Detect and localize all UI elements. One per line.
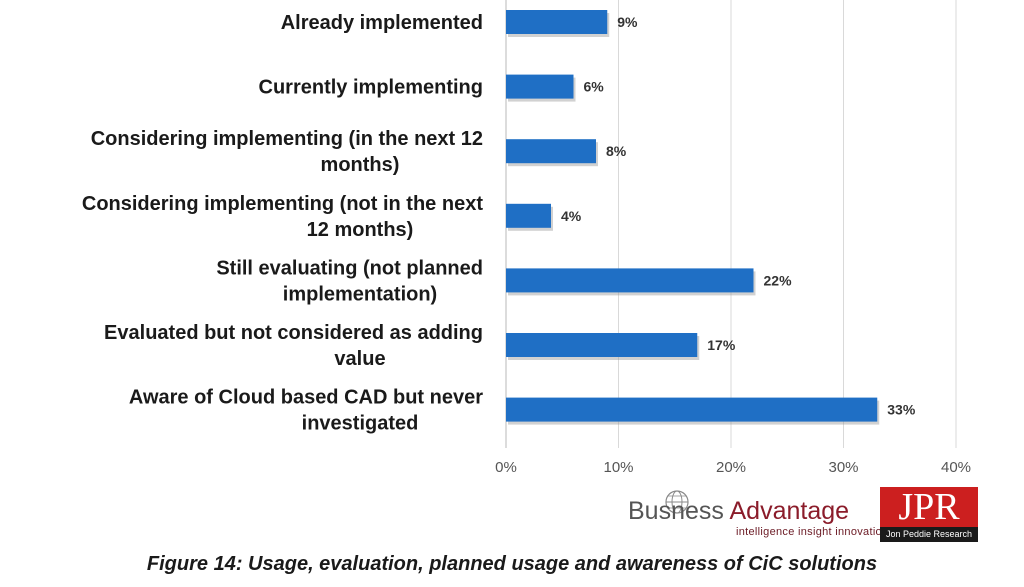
logo-ness: ness	[671, 497, 724, 525]
category-label: Considering implementing (not in the nex…	[82, 193, 483, 215]
jpr-subtitle: Jon Peddie Research	[880, 527, 978, 542]
bar	[506, 333, 698, 357]
jpr-logo: JPR Jon Peddie Research	[880, 487, 978, 542]
category-label: Currently implementing	[259, 77, 483, 99]
x-tick-label: 10%	[603, 459, 633, 476]
x-axis-ticks: 0% 10% 20% 30% 40%	[495, 459, 971, 476]
bar-chart: Already implemented Currently implementin…	[82, 0, 971, 476]
globe-icon	[665, 490, 689, 514]
category-label: value	[334, 348, 385, 370]
bar-value-label: 6%	[584, 79, 605, 95]
category-label: 12 months)	[307, 219, 414, 241]
category-label: Still evaluating (not planned	[216, 257, 483, 279]
business-advantage-logo: Busness Advantage intelligence insight i…	[628, 487, 978, 542]
bar	[506, 74, 574, 99]
category-label: investigated	[302, 413, 419, 435]
figure-caption: Figure 14: Usage, evaluation, planned us…	[146, 553, 878, 575]
bar-value-label: 4%	[561, 208, 582, 224]
category-label: months)	[321, 154, 400, 176]
category-label: Aware of Cloud based CAD but never	[129, 387, 483, 409]
gridlines	[505, 0, 957, 448]
bar	[506, 397, 878, 422]
bar	[506, 10, 608, 34]
bar-value-label: 17%	[707, 337, 736, 353]
bar	[506, 139, 596, 164]
bar	[506, 268, 754, 293]
category-label: Already implemented	[281, 12, 483, 34]
category-label: Considering implementing (in the next 12	[91, 128, 483, 150]
logo-business: Bus	[628, 497, 672, 525]
bar-value-label: 8%	[606, 143, 627, 159]
business-advantage-wordmark: Busness Advantage	[628, 497, 849, 526]
x-tick-label: 20%	[716, 459, 746, 476]
bar-value-label: 9%	[617, 14, 638, 30]
x-tick-label: 30%	[828, 459, 858, 476]
x-tick-label: 40%	[941, 459, 971, 476]
bars	[506, 10, 880, 425]
bar-value-label: 33%	[887, 402, 916, 418]
bar-value-label: 22%	[764, 272, 793, 288]
bar	[506, 203, 551, 228]
logo-tagline: intelligence insight innovation	[736, 526, 889, 538]
jpr-letters: JPR	[898, 486, 960, 528]
category-labels: Already implemented Currently implementin…	[82, 12, 483, 435]
category-label: Evaluated but not considered as adding	[104, 322, 483, 344]
logo-advantage: Advantage	[729, 497, 850, 525]
x-tick-label: 0%	[495, 459, 517, 476]
category-label: implementation)	[283, 283, 437, 305]
value-labels: 9% 6% 8% 4% 22% 17% 33%	[561, 14, 916, 418]
